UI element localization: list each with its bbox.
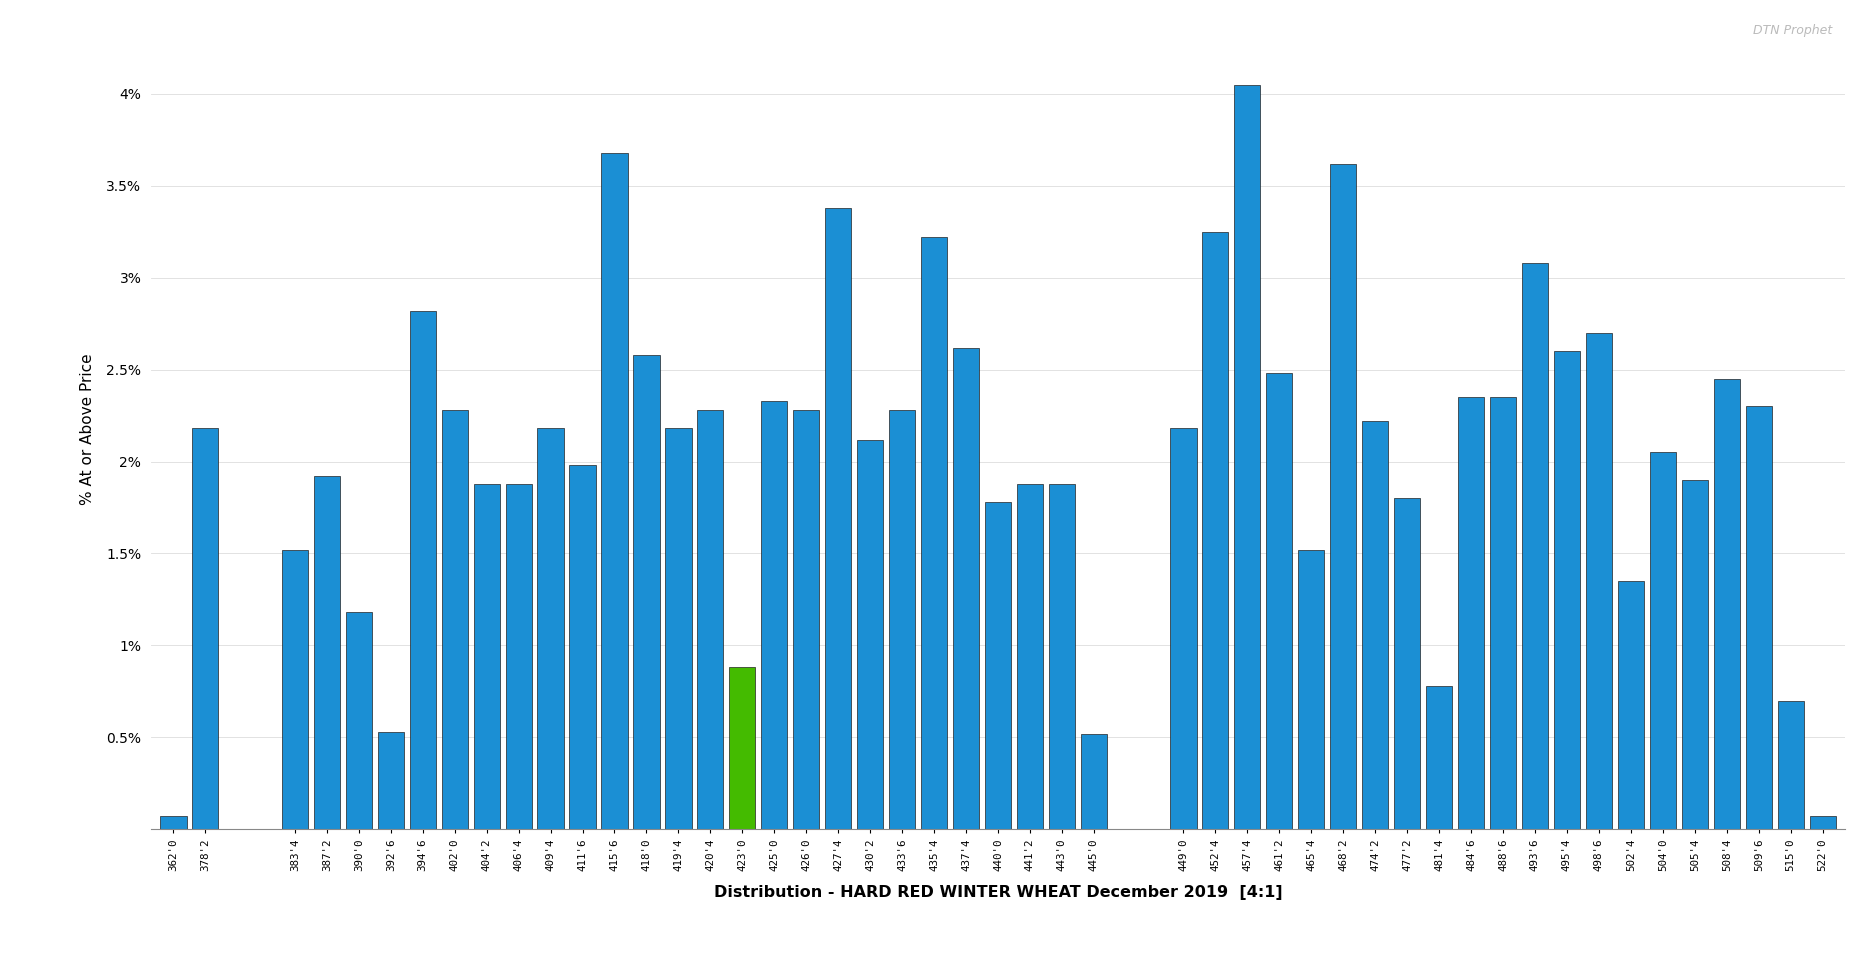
Bar (1393, 498, 1421, 829)
X-axis label: Distribution - HARD RED WINTER WHEAT December 2019  [4:1]: Distribution - HARD RED WINTER WHEAT Dec… (714, 884, 1282, 900)
Bar (474, 484, 500, 829)
Bar (1553, 351, 1579, 829)
Bar (1713, 378, 1739, 829)
Bar (1170, 428, 1196, 829)
Bar (1081, 734, 1107, 829)
Bar (378, 732, 404, 829)
Bar (666, 428, 692, 829)
Bar (826, 208, 852, 829)
Bar (314, 476, 340, 829)
Bar (506, 484, 532, 829)
Bar (538, 428, 564, 829)
Bar (729, 667, 755, 829)
Bar (1745, 407, 1773, 829)
Bar (1521, 263, 1548, 829)
Bar (698, 410, 724, 829)
Bar (1235, 85, 1261, 829)
Bar (192, 428, 218, 829)
Bar (1778, 701, 1804, 829)
Bar (409, 310, 435, 829)
Bar (1427, 686, 1453, 829)
Bar (1362, 421, 1388, 829)
Bar (569, 465, 595, 829)
Bar (792, 410, 820, 829)
Bar (601, 153, 627, 829)
Text: DTN Prophet: DTN Prophet (1752, 24, 1832, 37)
Bar (346, 612, 372, 829)
Bar (952, 347, 978, 829)
Bar (1650, 452, 1676, 829)
Bar (1049, 484, 1075, 829)
Bar (1298, 550, 1324, 829)
Bar (1330, 163, 1356, 829)
Bar (1017, 484, 1043, 829)
Bar (857, 440, 884, 829)
Bar (634, 355, 660, 829)
Bar (889, 410, 915, 829)
Bar (986, 502, 1012, 829)
Bar (441, 410, 469, 829)
Bar (1202, 232, 1228, 829)
Bar (1490, 397, 1516, 829)
Bar (1810, 816, 1836, 829)
Bar (1267, 374, 1293, 829)
Bar (160, 816, 186, 829)
Bar (761, 401, 787, 829)
Bar (1618, 581, 1644, 829)
Bar (1681, 480, 1707, 829)
Bar (921, 237, 947, 829)
Bar (1458, 397, 1484, 829)
Y-axis label: % At or Above Price: % At or Above Price (80, 353, 95, 505)
Bar (1587, 333, 1613, 829)
Bar (281, 550, 309, 829)
